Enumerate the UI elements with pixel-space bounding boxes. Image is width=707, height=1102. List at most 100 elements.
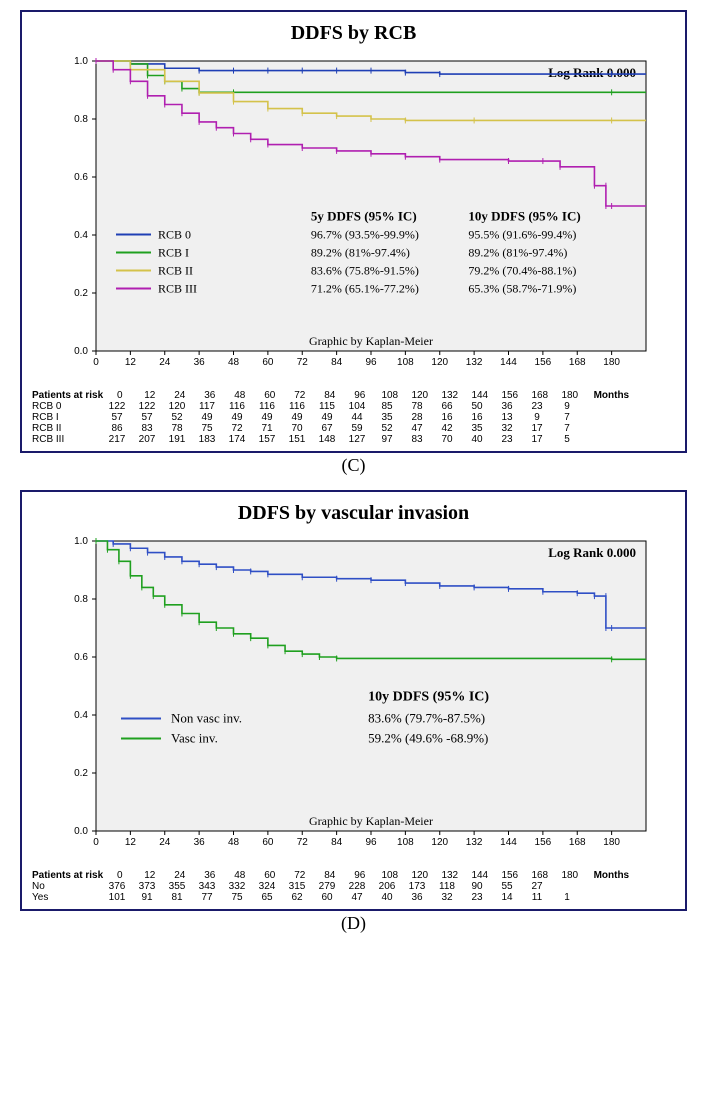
risk-cell: 157	[252, 434, 282, 445]
risk-cell: 7	[552, 412, 582, 423]
svg-text:96: 96	[365, 837, 377, 848]
svg-text:0.4: 0.4	[74, 710, 88, 721]
svg-text:84: 84	[331, 357, 343, 368]
risk-cell: 49	[192, 412, 222, 423]
svg-text:108: 108	[397, 837, 414, 848]
risk-cell: 16	[432, 412, 462, 423]
svg-text:RCB II: RCB II	[158, 264, 193, 278]
risk-cell: 62	[282, 892, 312, 903]
svg-text:95.5% (91.6%-99.4%): 95.5% (91.6%-99.4%)	[468, 228, 576, 242]
risk-cell: 315	[282, 881, 312, 892]
svg-text:59.2% (49.6% -68.9%): 59.2% (49.6% -68.9%)	[368, 731, 488, 746]
svg-text:132: 132	[466, 357, 483, 368]
risk-cell: 117	[192, 401, 222, 412]
risk-cell: 104	[342, 401, 372, 412]
risk-cell: 59	[342, 423, 372, 434]
risk-month: 180	[555, 390, 585, 401]
risk-header-row: Patients at risk 01224364860728496108120…	[26, 390, 681, 401]
svg-text:Graphic by Kaplan-Meier: Graphic by Kaplan-Meier	[309, 814, 433, 828]
risk-month: 168	[525, 390, 555, 401]
risk-month: 108	[375, 870, 405, 881]
svg-text:1.0: 1.0	[74, 536, 88, 547]
risk-month: 108	[375, 390, 405, 401]
risk-cell: 116	[252, 401, 282, 412]
risk-cell: 75	[192, 423, 222, 434]
risk-cell: 97	[372, 434, 402, 445]
panel-d-plot: 0.00.20.40.60.81.00122436486072849610812…	[26, 531, 681, 866]
risk-cell: 9	[552, 401, 582, 412]
risk-cell: 116	[282, 401, 312, 412]
risk-month: 132	[435, 390, 465, 401]
risk-cell: 49	[222, 412, 252, 423]
risk-cell: 66	[432, 401, 462, 412]
risk-cell: 1	[552, 892, 582, 903]
risk-month: 36	[195, 870, 225, 881]
risk-month: 72	[285, 870, 315, 881]
risk-cell: 151	[282, 434, 312, 445]
risk-row-label: Yes	[26, 892, 102, 903]
risk-cell: 60	[312, 892, 342, 903]
svg-text:96: 96	[365, 357, 377, 368]
risk-cell: 57	[102, 412, 132, 423]
risk-row-label: RCB 0	[26, 401, 102, 412]
panel-c-sublabel: (C)	[0, 455, 707, 476]
risk-cell: 373	[132, 881, 162, 892]
risk-cell: 9	[522, 412, 552, 423]
panel-c-svg: 0.00.20.40.60.81.00122436486072849610812…	[26, 51, 666, 381]
panel-d-svg: 0.00.20.40.60.81.00122436486072849610812…	[26, 531, 666, 861]
risk-cell: 77	[192, 892, 222, 903]
svg-text:0: 0	[93, 837, 99, 848]
risk-cell: 11	[522, 892, 552, 903]
svg-text:Log Rank 0.000: Log Rank 0.000	[548, 545, 636, 560]
risk-cell: 49	[282, 412, 312, 423]
risk-cell: 50	[462, 401, 492, 412]
svg-text:RCB I: RCB I	[158, 246, 189, 260]
risk-cell: 122	[132, 401, 162, 412]
risk-cell: 355	[162, 881, 192, 892]
svg-text:RCB III: RCB III	[158, 282, 197, 296]
svg-text:168: 168	[569, 837, 586, 848]
panel-d-title: DDFS by vascular invasion	[26, 502, 681, 525]
risk-month: 84	[315, 390, 345, 401]
risk-cell: 67	[312, 423, 342, 434]
svg-text:48: 48	[228, 837, 240, 848]
risk-cell: 148	[312, 434, 342, 445]
risk-cell: 23	[462, 892, 492, 903]
risk-cell: 17	[522, 434, 552, 445]
risk-month: 96	[345, 870, 375, 881]
svg-text:0.6: 0.6	[74, 172, 88, 183]
svg-text:72: 72	[297, 357, 309, 368]
svg-text:84: 84	[331, 837, 343, 848]
panel-c-risk-table: Patients at risk 01224364860728496108120…	[26, 390, 681, 445]
risk-row: RCB III217207191183174157151148127978370…	[26, 434, 681, 445]
risk-row-label: No	[26, 881, 102, 892]
svg-text:0.8: 0.8	[74, 114, 88, 125]
svg-text:24: 24	[159, 837, 171, 848]
risk-cell: 191	[162, 434, 192, 445]
svg-text:0.0: 0.0	[74, 826, 88, 837]
risk-cell: 217	[102, 434, 132, 445]
risk-cell: 44	[342, 412, 372, 423]
risk-cell: 81	[162, 892, 192, 903]
risk-cell: 42	[432, 423, 462, 434]
svg-text:168: 168	[569, 357, 586, 368]
risk-cell: 101	[102, 892, 132, 903]
risk-cell: 115	[312, 401, 342, 412]
risk-cell: 47	[342, 892, 372, 903]
risk-month: 120	[405, 870, 435, 881]
risk-cell: 40	[462, 434, 492, 445]
panel-c-plot: 0.00.20.40.60.81.00122436486072849610812…	[26, 51, 681, 386]
svg-text:Log Rank 0.000: Log Rank 0.000	[548, 65, 636, 80]
months-label: Months	[594, 390, 630, 401]
risk-cell: 23	[492, 434, 522, 445]
risk-month: 36	[195, 390, 225, 401]
svg-text:144: 144	[500, 357, 517, 368]
risk-cell: 279	[312, 881, 342, 892]
risk-cell: 376	[102, 881, 132, 892]
risk-row-label: RCB I	[26, 412, 102, 423]
risk-row: RCB I575752494949494944352816161397	[26, 412, 681, 423]
svg-text:83.6% (75.8%-91.5%): 83.6% (75.8%-91.5%)	[311, 264, 419, 278]
risk-month: 72	[285, 390, 315, 401]
svg-text:144: 144	[500, 837, 517, 848]
risk-cell: 71	[252, 423, 282, 434]
